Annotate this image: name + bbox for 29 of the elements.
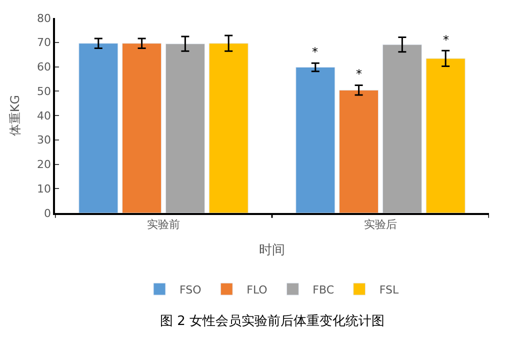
bar (296, 66, 336, 213)
bar (208, 43, 248, 213)
x-axis-title: 时间 (259, 243, 285, 258)
y-tick-label: 20 (37, 158, 52, 172)
bar (165, 44, 205, 213)
text: 图 2 女性会员实验前后体重变化统计图 (160, 314, 385, 329)
bar (122, 43, 162, 213)
y-tick-label: 0 (44, 206, 52, 220)
y-tick-label: 70 (37, 36, 52, 50)
y-tick-label: 10 (37, 182, 52, 196)
y-tick-label: 30 (37, 134, 52, 147)
bar (426, 58, 466, 213)
legend-label: FSO (180, 283, 202, 296)
y-tick-label: 50 (37, 84, 52, 98)
legend-label: FSL (379, 283, 400, 296)
data-label: * (356, 67, 362, 81)
bar (78, 43, 118, 213)
bar (339, 90, 379, 213)
legend-label: FLO (246, 283, 268, 296)
bar (382, 44, 422, 213)
x-tick-label: 实验前 (147, 218, 180, 231)
y-axis-title: 体重KG (8, 94, 22, 136)
y-tick-label: 40 (37, 109, 52, 122)
y-tick-label: 60 (37, 60, 52, 74)
data-label: * (443, 33, 449, 47)
data-label: * (312, 45, 318, 59)
y-tick-label: 80 (37, 12, 52, 25)
legend-label: FBC (312, 283, 334, 296)
x-tick-label: 实验后 (364, 218, 397, 231)
